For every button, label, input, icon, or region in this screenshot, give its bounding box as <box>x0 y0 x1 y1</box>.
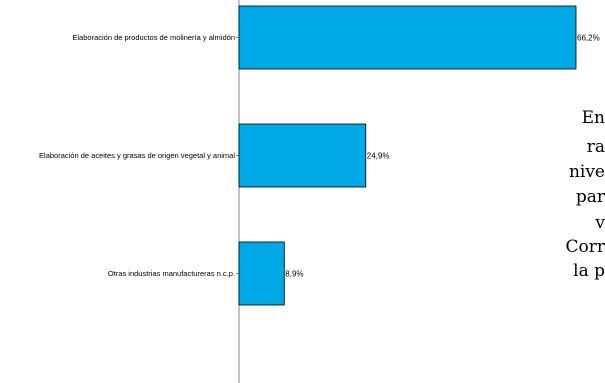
value-label-3: 8,9% <box>285 270 303 279</box>
category-label-1: Elaboración de productos de molinería y … <box>72 33 235 42</box>
bar-1 <box>238 5 577 70</box>
bar-2 <box>238 123 367 188</box>
category-label-2: Elaboración de aceites y grasas de orige… <box>39 151 235 160</box>
value-label-2: 24,9% <box>367 152 390 161</box>
category-label-3: Otras industrias manufactureras n.c.p. <box>108 269 235 278</box>
bar-3 <box>238 241 285 306</box>
bars-layer: Elaboración de productos de molinería y … <box>39 5 600 306</box>
value-label-1: 66,2% <box>577 34 600 43</box>
